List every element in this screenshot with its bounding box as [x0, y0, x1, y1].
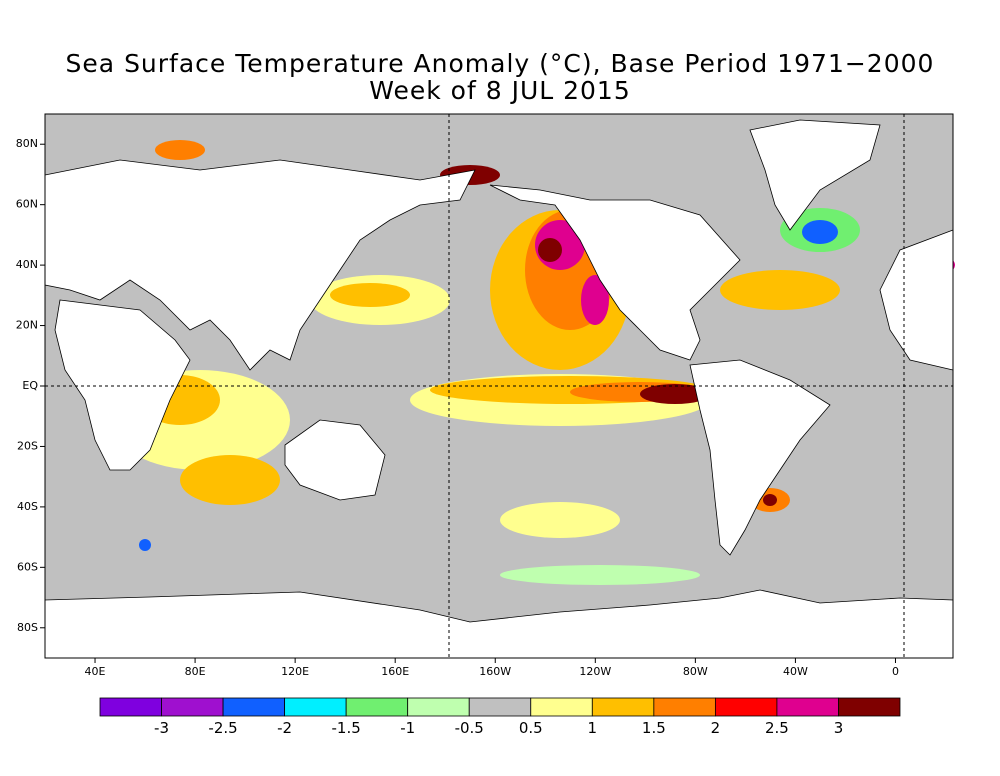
- map: [44, 113, 955, 659]
- x-tick-label: 40E: [85, 665, 106, 678]
- colorbar-label: -3: [154, 719, 169, 737]
- colorbar-label: 1.5: [642, 719, 666, 737]
- subtitle: Week of 8 JUL 2015: [369, 76, 631, 105]
- x-tick-label: 80W: [683, 665, 708, 678]
- colorbar-swatch: [591, 697, 655, 717]
- colorbar-swatch: [468, 697, 532, 717]
- colorbar-label: -2: [277, 719, 292, 737]
- colorbar-swatch: [653, 697, 716, 717]
- x-tick-label: 0: [892, 665, 899, 678]
- colorbar: -3 -2.5 -2 -1.5 -1 -0.5 0.5 1 1.5 2 2.5 3: [99, 697, 901, 737]
- colorbar-swatch: [530, 697, 593, 717]
- x-tick-label: 160W: [479, 665, 511, 678]
- y-tick-label: EQ: [22, 379, 38, 392]
- y-tick-label: 80N: [16, 137, 38, 150]
- colorbar-label: 0.5: [519, 719, 543, 737]
- colorbar-label: 3: [834, 719, 844, 737]
- axes: 40E 80E 120E 160E 160W 120W 80W 40W 0 80N 60N 40N 20…: [16, 137, 899, 678]
- colorbar-swatch: [284, 697, 347, 717]
- colorbar-label: 2.5: [765, 719, 789, 737]
- colorbar-label: -0.5: [455, 719, 484, 737]
- land: [44, 119, 954, 659]
- colorbar-swatch: [161, 697, 224, 717]
- x-tick-label: 40W: [783, 665, 808, 678]
- reference-lines: [45, 114, 953, 658]
- y-tick-label: 20S: [17, 439, 38, 452]
- y-tick-label: 40S: [17, 500, 38, 513]
- colorbar-label: -2.5: [208, 719, 237, 737]
- colorbar-label: 1: [588, 719, 598, 737]
- y-tick-label: 80S: [17, 621, 38, 634]
- y-tick-label: 40N: [16, 258, 38, 271]
- colorbar-label: -1: [400, 719, 415, 737]
- colorbar-swatch: [714, 697, 778, 717]
- colorbar-swatch: [99, 697, 162, 717]
- colorbar-label: -1.5: [332, 719, 361, 737]
- x-tick-label: 120W: [579, 665, 611, 678]
- colorbar-swatch: [776, 697, 839, 717]
- y-tick-label: 20N: [16, 319, 38, 332]
- colorbar-label: 2: [711, 719, 721, 737]
- x-tick-label: 80E: [185, 665, 206, 678]
- colorbar-swatch: [345, 697, 409, 717]
- colorbar-swatch: [222, 697, 286, 717]
- colorbar-swatch: [407, 697, 470, 717]
- title: Sea Surface Temperature Anomaly (°C), Ba…: [66, 49, 935, 78]
- y-tick-label: 60S: [17, 560, 38, 573]
- x-tick-label: 120E: [281, 665, 309, 678]
- x-tick-label: 160E: [381, 665, 409, 678]
- colorbar-swatch: [838, 697, 901, 717]
- y-tick-label: 60N: [16, 198, 38, 211]
